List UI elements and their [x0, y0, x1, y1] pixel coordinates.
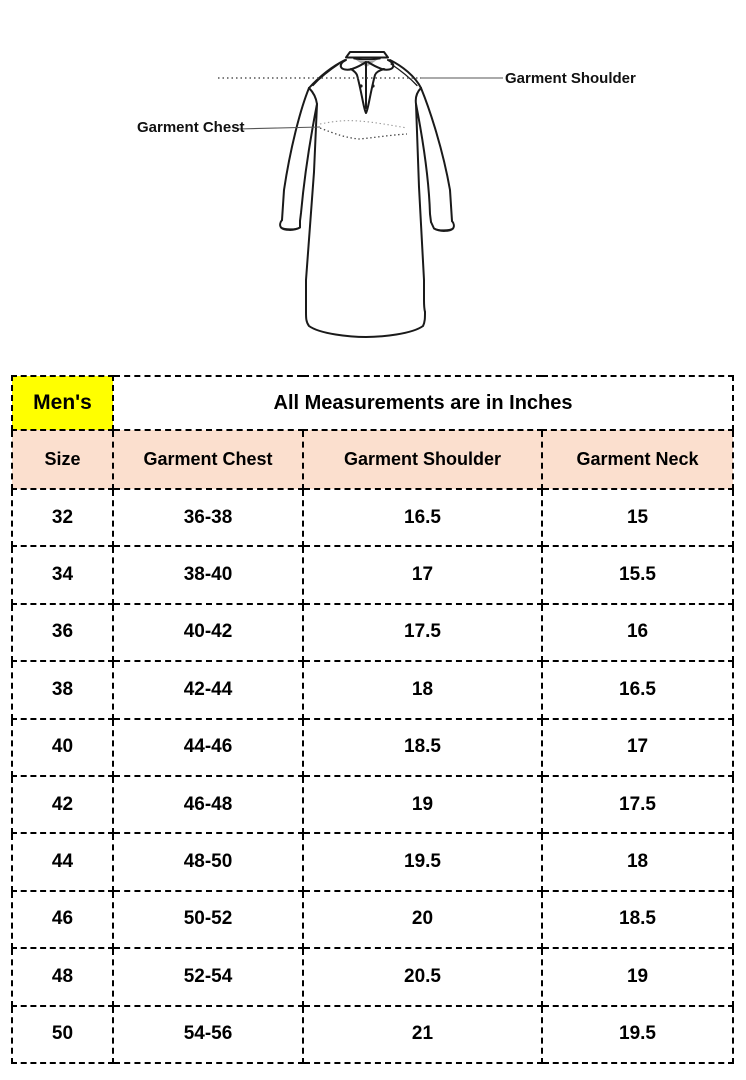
svg-text:Garment Chest: Garment Chest — [137, 119, 245, 136]
svg-text:Garment Shoulder: Garment Shoulder — [505, 70, 636, 87]
